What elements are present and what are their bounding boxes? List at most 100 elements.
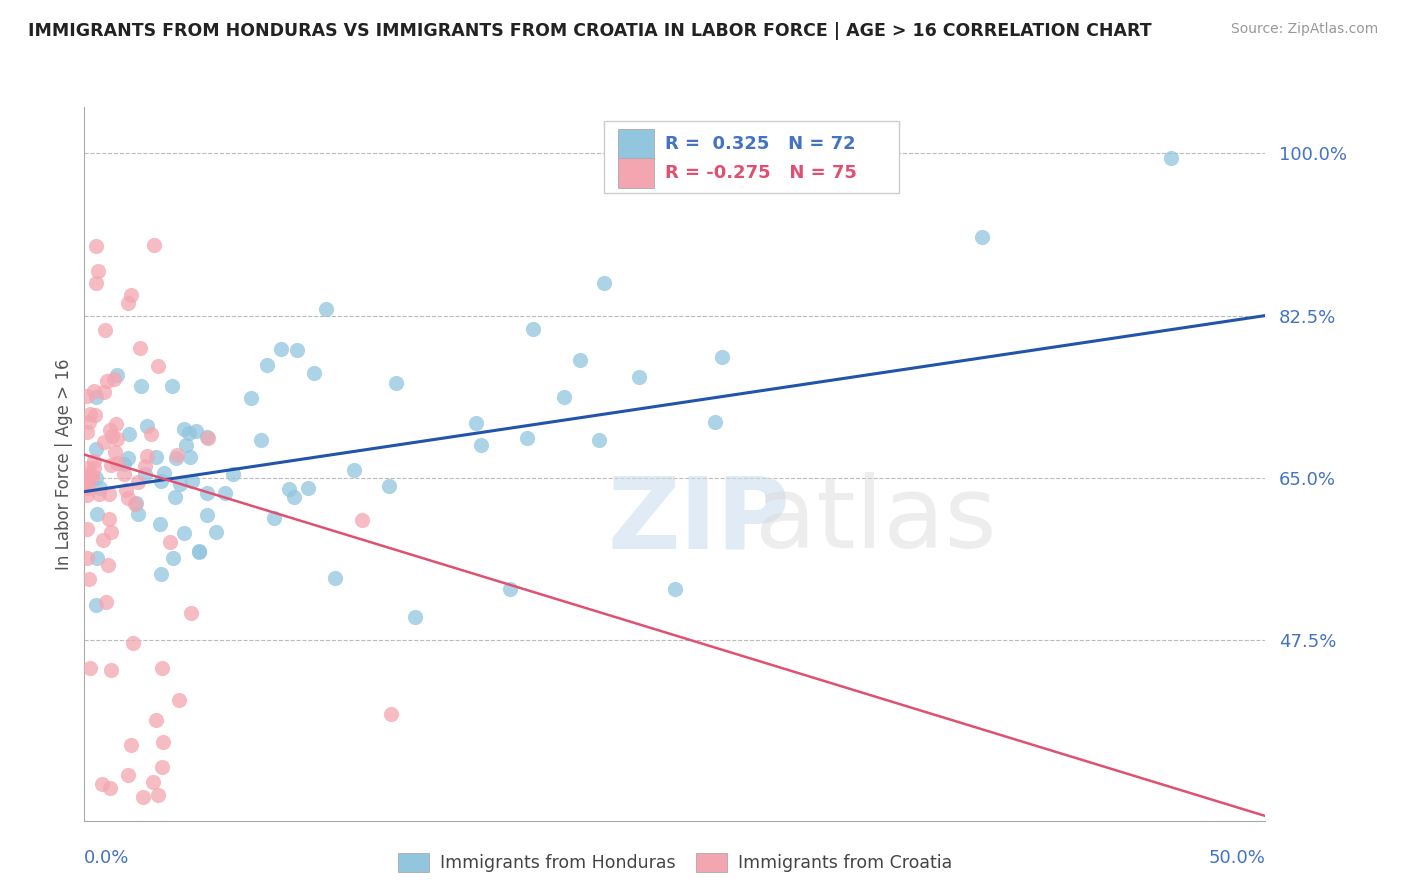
Point (77, 572, 100, 586)
Point (270, 342, 292, 356)
Point (76, 522, 98, 536)
Point (167, 693, 190, 707)
Point (136, 449, 159, 463)
Point (76, 550, 98, 565)
Point (96, 558, 118, 572)
Point (146, 789, 169, 803)
Point (214, 486, 236, 500)
Point (297, 481, 319, 495)
Point (148, 359, 170, 374)
Point (553, 390, 575, 404)
Point (84, 276, 107, 290)
Point (100, 458, 122, 473)
Point (263, 511, 285, 525)
Point (970, 229, 993, 244)
Legend: Immigrants from Honduras, Immigrants from Croatia: Immigrants from Honduras, Immigrants fro… (391, 846, 959, 879)
Point (352, 513, 374, 527)
Point (498, 582, 520, 596)
Text: Source: ZipAtlas.com: Source: ZipAtlas.com (1230, 22, 1378, 37)
Point (120, 738, 142, 752)
Point (139, 427, 162, 442)
Point (162, 551, 184, 566)
Point (117, 296, 139, 310)
Point (152, 661, 174, 675)
Text: IMMIGRANTS FROM HONDURAS VS IMMIGRANTS FROM CROATIA IN LABOR FORCE | AGE > 16 CO: IMMIGRANTS FROM HONDURAS VS IMMIGRANTS F… (28, 22, 1152, 40)
Point (285, 343, 308, 357)
Point (83, 454, 105, 468)
Point (84, 408, 107, 422)
Point (105, 368, 128, 383)
Point (104, 417, 127, 431)
Point (84, 599, 107, 613)
Point (125, 496, 148, 510)
Point (197, 431, 219, 445)
Point (378, 479, 401, 493)
Point (704, 416, 727, 430)
Point (169, 476, 191, 491)
Point (302, 366, 325, 380)
Point (593, 276, 616, 290)
Point (150, 760, 173, 774)
Point (195, 430, 218, 444)
Point (173, 422, 195, 436)
Text: 0.0%: 0.0% (84, 849, 129, 867)
Point (79, 407, 101, 421)
Point (142, 774, 165, 789)
Point (115, 483, 138, 498)
Point (117, 451, 139, 466)
Point (98, 780, 121, 795)
Point (1160, 151, 1182, 165)
FancyBboxPatch shape (605, 121, 900, 193)
Point (105, 433, 128, 447)
Point (159, 534, 181, 549)
Point (239, 392, 262, 406)
Point (143, 238, 166, 252)
Point (250, 433, 273, 447)
Point (174, 438, 197, 452)
Point (129, 378, 152, 392)
Point (342, 463, 364, 477)
Point (118, 427, 141, 442)
Text: R = -0.275   N = 75: R = -0.275 N = 75 (665, 164, 858, 182)
Point (103, 372, 125, 386)
Point (76, 475, 98, 489)
Point (76, 480, 98, 494)
Point (195, 508, 218, 523)
Point (149, 517, 172, 532)
Point (98, 512, 121, 526)
Point (380, 707, 402, 722)
Point (150, 474, 173, 488)
Point (179, 450, 201, 465)
Point (664, 582, 686, 596)
Point (470, 438, 492, 452)
Point (145, 713, 167, 727)
Point (166, 449, 188, 463)
Point (588, 434, 610, 448)
Point (100, 663, 122, 677)
Point (89, 487, 111, 501)
Point (187, 544, 209, 558)
Bar (619, 159, 654, 188)
Point (134, 467, 156, 481)
Point (79, 661, 101, 675)
Point (128, 341, 150, 355)
Point (89, 481, 111, 495)
Point (93, 384, 115, 399)
Point (465, 416, 488, 430)
Text: atlas: atlas (755, 473, 997, 569)
Point (91, 776, 114, 790)
Point (152, 734, 174, 748)
Point (323, 571, 346, 585)
Point (82, 468, 104, 483)
Text: ZIP: ZIP (607, 473, 790, 569)
Point (277, 482, 299, 496)
Point (96, 375, 118, 389)
Point (84, 390, 107, 404)
Point (184, 424, 207, 438)
Point (91, 533, 114, 547)
Point (135, 419, 157, 434)
Point (124, 497, 146, 511)
Point (134, 459, 156, 474)
Point (100, 525, 122, 540)
Point (76, 488, 98, 502)
